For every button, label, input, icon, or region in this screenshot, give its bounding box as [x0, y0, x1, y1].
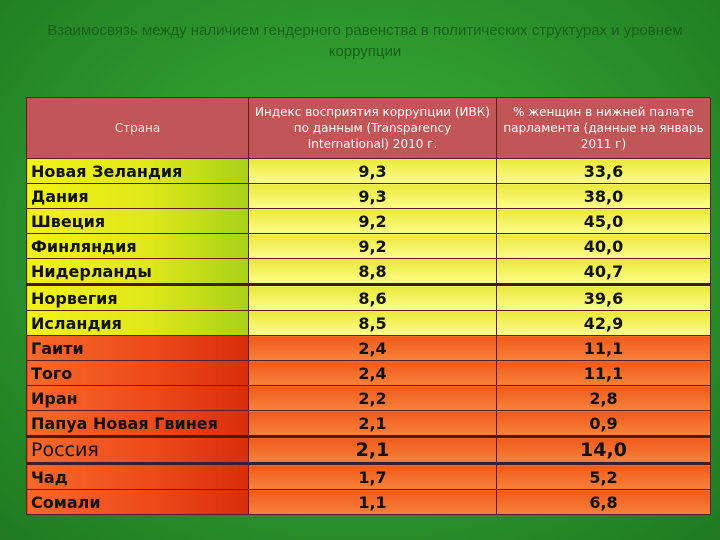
women-cell: 42,9: [496, 310, 711, 336]
table-row: Папуа Новая Гвинея 2,1 0,9: [26, 410, 711, 437]
table-row: Нидерланды 8,8 40,7: [26, 258, 711, 285]
table-row: Иран 2,2 2,8: [26, 385, 711, 411]
country-cell: Исландия: [26, 310, 249, 336]
women-cell: 2,8: [496, 385, 711, 411]
header-row: Страна Индекс восприятия коррупции (ИВК)…: [26, 97, 711, 159]
women-cell: 39,6: [496, 283, 711, 311]
women-cell: 11,1: [496, 335, 711, 361]
table-row: Гаити 2,4 11,1: [26, 335, 711, 361]
women-cell: 40,0: [496, 233, 711, 259]
corruption-table: Страна Индекс восприятия коррупции (ИВК)…: [26, 97, 711, 515]
cpi-cell: 2,1: [248, 410, 497, 437]
cpi-cell: 8,5: [248, 310, 497, 336]
table-row: Новая Зеландия 9,3 33,6: [26, 158, 711, 184]
women-cell: 0,9: [496, 410, 711, 437]
table-row: Сомали 1,1 6,8: [26, 489, 711, 515]
header-country: Страна: [26, 97, 249, 159]
women-cell: 33,6: [496, 158, 711, 184]
country-cell: Чад: [26, 462, 249, 490]
country-cell: Того: [26, 360, 249, 386]
country-cell: Россия: [26, 435, 249, 464]
cpi-cell: 2,2: [248, 385, 497, 411]
country-cell: Сомали: [26, 489, 249, 515]
cpi-cell: 8,6: [248, 283, 497, 311]
country-cell: Гаити: [26, 335, 249, 361]
table-row: Россия 2,1 14,0: [26, 435, 711, 464]
women-cell: 6,8: [496, 489, 711, 515]
women-cell: 38,0: [496, 183, 711, 209]
table-row: Исландия 8,5 42,9: [26, 310, 711, 336]
cpi-cell: 1,7: [248, 462, 497, 490]
cpi-cell: 2,1: [248, 435, 497, 464]
country-cell: Финляндия: [26, 233, 249, 259]
table-row: Чад 1,7 5,2: [26, 462, 711, 490]
cpi-cell: 9,3: [248, 158, 497, 184]
cpi-cell: 1,1: [248, 489, 497, 515]
women-cell: 11,1: [496, 360, 711, 386]
women-cell: 40,7: [496, 258, 711, 285]
table-row: Швеция 9,2 45,0: [26, 208, 711, 234]
country-cell: Дания: [26, 183, 249, 209]
country-cell: Швеция: [26, 208, 249, 234]
table-row: Того 2,4 11,1: [26, 360, 711, 386]
header-women: % женщин в нижней палате парламента (дан…: [496, 97, 711, 159]
table-row: Норвегия 8,6 39,6: [26, 283, 711, 311]
cpi-cell: 9,2: [248, 233, 497, 259]
page-title: Взаимосвязь между наличием гендерного ра…: [47, 22, 683, 60]
country-cell: Норвегия: [26, 283, 249, 311]
cpi-cell: 8,8: [248, 258, 497, 285]
cpi-cell: 9,3: [248, 183, 497, 209]
cpi-cell: 2,4: [248, 360, 497, 386]
country-cell: Новая Зеландия: [26, 158, 249, 184]
cpi-cell: 9,2: [248, 208, 497, 234]
header-cpi: Индекс восприятия коррупции (ИВК) по дан…: [248, 97, 497, 159]
table-row: Дания 9,3 38,0: [26, 183, 711, 209]
women-cell: 5,2: [496, 462, 711, 490]
country-cell: Иран: [26, 385, 249, 411]
women-cell: 14,0: [496, 435, 711, 464]
table-row: Финляндия 9,2 40,0: [26, 233, 711, 259]
women-cell: 45,0: [496, 208, 711, 234]
country-cell: Папуа Новая Гвинея: [26, 410, 249, 437]
cpi-cell: 2,4: [248, 335, 497, 361]
country-cell: Нидерланды: [26, 258, 249, 285]
